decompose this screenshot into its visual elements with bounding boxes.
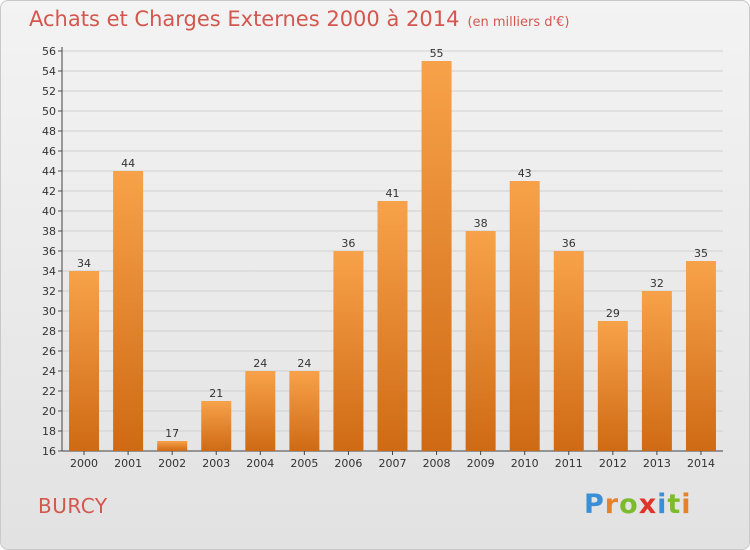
data-label-2011: 36 [562, 237, 576, 250]
chart-title-text: Achats et Charges Externes 2000 à 2014 [29, 7, 460, 31]
x-tick-label-2012: 2012 [599, 457, 627, 470]
bars [69, 61, 716, 451]
x-tick-label-2009: 2009 [467, 457, 495, 470]
commune-name: BURCY [38, 494, 108, 518]
proxiti-logo: Proxiti [584, 489, 692, 520]
logo-letter: i [657, 489, 668, 520]
y-tick-label: 36 [42, 245, 56, 258]
y-tick-label: 22 [42, 385, 56, 398]
y-tick-label: 32 [42, 285, 56, 298]
x-tick-label-2011: 2011 [555, 457, 583, 470]
y-tick-label: 54 [42, 65, 56, 78]
data-label-2004: 24 [253, 357, 267, 370]
y-tick-label: 52 [42, 85, 56, 98]
logo-letter: P [584, 489, 605, 520]
bar-2004 [245, 371, 276, 451]
x-tick-label-2004: 2004 [246, 457, 274, 470]
bar-2006 [333, 251, 364, 451]
y-tick-label: 16 [42, 445, 56, 458]
y-tick-label: 56 [42, 45, 56, 58]
y-tick-label: 40 [42, 205, 56, 218]
x-tick-label-2003: 2003 [202, 457, 230, 470]
bar-2007 [377, 201, 408, 451]
logo-letter: t [667, 489, 682, 520]
bar-2005 [289, 371, 320, 451]
x-tick-label-2006: 2006 [334, 457, 362, 470]
data-label-2001: 44 [121, 157, 135, 170]
logo-letter: r [604, 489, 620, 520]
bar-2012 [597, 321, 628, 451]
x-tick-label-2013: 2013 [643, 457, 671, 470]
y-tick-label: 34 [42, 265, 56, 278]
data-label-2000: 34 [77, 257, 91, 270]
y-tick-label: 18 [42, 425, 56, 438]
bar-2009 [465, 231, 496, 451]
bar-2011 [553, 251, 584, 451]
bar-2000 [69, 271, 100, 451]
data-label-2009: 38 [474, 217, 488, 230]
y-tick-label: 26 [42, 345, 56, 358]
logo-letter: x [638, 489, 658, 520]
data-label-2008: 55 [430, 47, 444, 60]
y-tick-label: 42 [42, 185, 56, 198]
data-label-2007: 41 [386, 187, 400, 200]
data-label-2005: 24 [297, 357, 311, 370]
x-tick-label-2000: 2000 [70, 457, 98, 470]
logo-letter: i [681, 489, 692, 520]
y-tick-label: 50 [42, 105, 56, 118]
data-label-2014: 35 [694, 247, 708, 260]
logo-letter: o [619, 489, 639, 520]
x-tick-label-2002: 2002 [158, 457, 186, 470]
x-tick-label-2014: 2014 [687, 457, 715, 470]
bar-2014 [685, 261, 716, 451]
unit-label: (en milliers d'€) [467, 15, 570, 30]
bar-2003 [201, 401, 232, 451]
y-tick-label: 24 [42, 365, 56, 378]
data-label-2013: 32 [650, 277, 664, 290]
y-tick-label: 28 [42, 325, 56, 338]
bar-2001 [113, 171, 144, 451]
x-tick-label-2005: 2005 [290, 457, 318, 470]
y-tick-label: 30 [42, 305, 56, 318]
x-tick-label-2010: 2010 [511, 457, 539, 470]
x-tick-label-2008: 2008 [423, 457, 451, 470]
y-tick-label: 44 [42, 165, 56, 178]
y-tick-label: 48 [42, 125, 56, 138]
bar-2010 [509, 181, 540, 451]
bar-2008 [421, 61, 452, 451]
bar-2013 [641, 291, 672, 451]
data-label-2003: 21 [209, 387, 223, 400]
data-label-2010: 43 [518, 167, 532, 180]
data-label-2012: 29 [606, 307, 620, 320]
y-tick-labels: 16 18 20 22 24 26 28 30 32 34 36 38 40 42 44 46 48 50 52 54… [42, 45, 56, 458]
x-tick-label-2007: 2007 [379, 457, 407, 470]
x-tick-labels: 2000 2001 2002 2003 2004 2005 2006 2007 2008 2009… [70, 457, 715, 470]
y-tick-label: 46 [42, 145, 56, 158]
data-label-2002: 17 [165, 427, 179, 440]
y-tick-label: 38 [42, 225, 56, 238]
data-label-2006: 36 [341, 237, 355, 250]
bar-2002 [157, 441, 188, 451]
data-labels: 34 44 17 21 24 24 36 41 55 38 43 36 29 32 35 [77, 47, 708, 440]
y-tick-label: 20 [42, 405, 56, 418]
x-tick-label-2001: 2001 [114, 457, 142, 470]
chart-title: Achats et Charges Externes 2000 à 2014 (e… [29, 7, 569, 31]
